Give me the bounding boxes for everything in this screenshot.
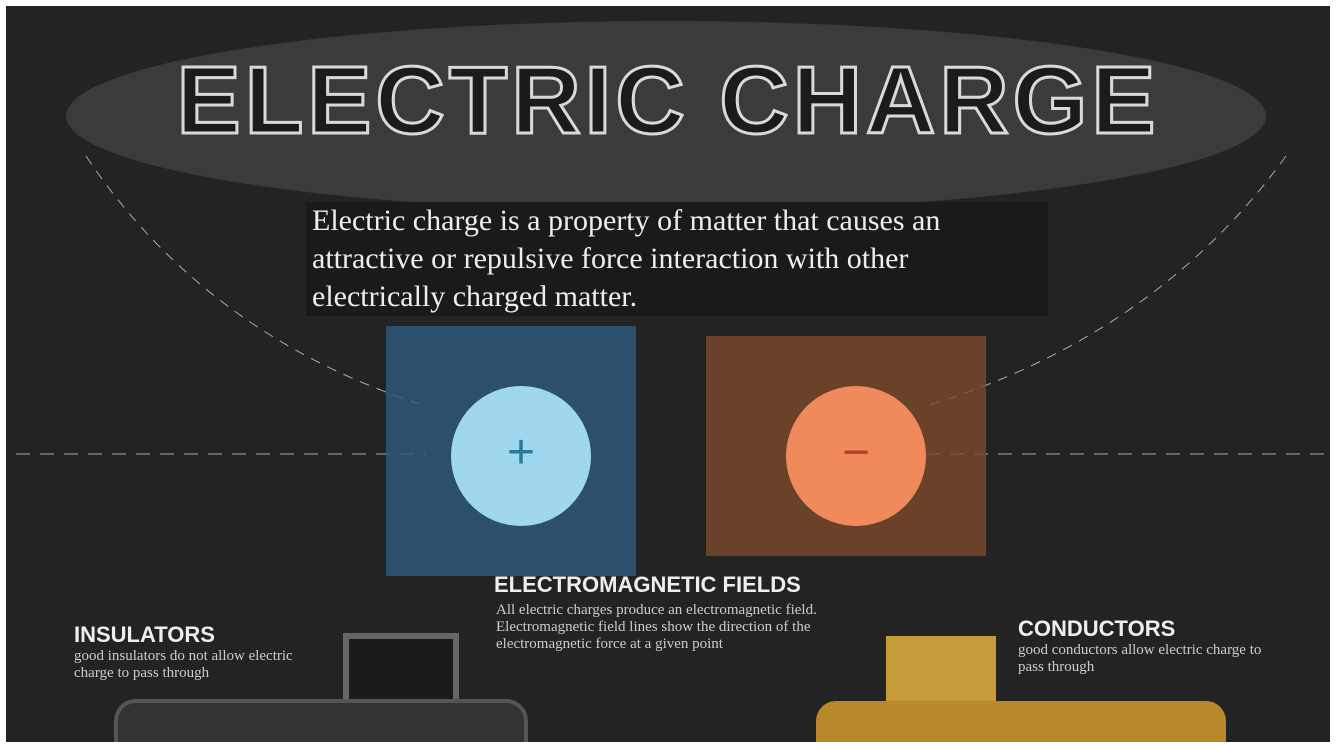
infographic: + − ELECTRIC CHARGE Electric charge is a… bbox=[6, 6, 1330, 742]
insulator-base bbox=[116, 701, 526, 742]
conductor-base bbox=[816, 701, 1226, 742]
charge-sign: + bbox=[507, 426, 535, 479]
section-text: All electric charges produce an electrom… bbox=[496, 602, 856, 653]
section-title: CONDUCTORS bbox=[1018, 616, 1175, 642]
title: ELECTRIC CHARGE bbox=[6, 46, 1330, 156]
section-title: ELECTROMAGNETIC FIELDS bbox=[494, 572, 801, 598]
charge-sign: − bbox=[842, 426, 870, 479]
section-title: INSULATORS bbox=[74, 622, 215, 648]
section-text: good insulators do not allow electric ch… bbox=[74, 648, 324, 682]
section-text: good conductors allow electric charge to… bbox=[1018, 642, 1268, 676]
intro-text: Electric charge is a property of matter … bbox=[306, 202, 1048, 316]
